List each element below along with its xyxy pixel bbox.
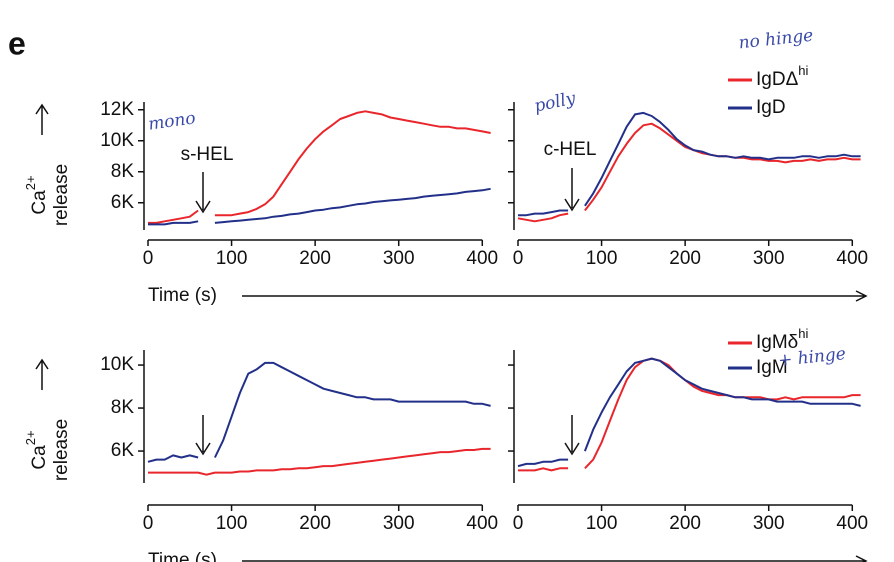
y-tick-label: 6K bbox=[111, 192, 135, 213]
y-axis-label-base: Ca bbox=[29, 190, 50, 215]
handwritten-note: no hinge bbox=[738, 26, 815, 54]
arrow bbox=[564, 168, 580, 212]
x-tick-label: 200 bbox=[299, 513, 331, 534]
legend-label-sup: hi bbox=[798, 63, 808, 78]
arrow bbox=[195, 172, 211, 214]
y-axis-label-line2: release bbox=[51, 164, 72, 226]
stimulus-label: c-HEL bbox=[544, 139, 597, 160]
x-axis-label: Time (s) bbox=[148, 550, 217, 562]
y-tick-label: 12K bbox=[100, 99, 134, 120]
y-axis-label-base: Ca bbox=[29, 445, 50, 470]
x-tick-label: 100 bbox=[216, 513, 248, 534]
x-tick-label: 100 bbox=[216, 248, 248, 269]
legend-label: IgD bbox=[756, 97, 786, 118]
data-line bbox=[148, 110, 491, 224]
y-tick-label: 6K bbox=[111, 440, 135, 461]
panel-label: e bbox=[8, 25, 26, 61]
x-axis-label: Time (s) bbox=[148, 285, 217, 306]
legend-label: IgM bbox=[756, 357, 788, 378]
y-arrow bbox=[35, 358, 49, 390]
y-axis-label-line2: release bbox=[51, 419, 72, 481]
handwritten-note: mono bbox=[147, 108, 197, 134]
x-tick-label: 300 bbox=[383, 248, 415, 269]
arrow bbox=[195, 415, 211, 456]
legend-label-text: IgMδ bbox=[756, 332, 798, 353]
x-tick-label: 200 bbox=[669, 248, 701, 269]
x-tick-label: 200 bbox=[299, 248, 331, 269]
x-tick-label: 0 bbox=[513, 513, 524, 534]
arrow bbox=[564, 415, 580, 456]
stimulus-label: s-HEL bbox=[181, 144, 234, 165]
y-axis-label: Ca2+ bbox=[23, 430, 50, 469]
x-tick-label: 400 bbox=[466, 248, 498, 269]
y-tick-label: 10K bbox=[100, 354, 134, 375]
legend-label-text: IgM bbox=[756, 357, 788, 378]
legend-label: IgDΔhi bbox=[756, 63, 808, 90]
x-tick-label: 0 bbox=[513, 248, 524, 269]
time-arrow bbox=[242, 290, 868, 302]
data-line bbox=[148, 447, 491, 476]
x-tick-label: 400 bbox=[836, 248, 868, 269]
x-tick-label: 0 bbox=[143, 513, 154, 534]
x-tick-label: 0 bbox=[143, 248, 154, 269]
legend-label-text: IgDΔ bbox=[756, 69, 799, 90]
time-arrow bbox=[242, 555, 868, 562]
stimulus-arrows bbox=[195, 168, 580, 456]
y-axis-label-sup: 2+ bbox=[23, 430, 38, 445]
data-line bbox=[147, 361, 491, 463]
x-tick-label: 100 bbox=[586, 248, 618, 269]
y-axis-label: Ca2+ bbox=[23, 175, 50, 214]
x-tick-label: 200 bbox=[669, 513, 701, 534]
data-line bbox=[518, 357, 861, 472]
handwritten-note: polly bbox=[532, 88, 577, 116]
x-tick-label: 400 bbox=[836, 513, 868, 534]
legend-label: IgMδhi bbox=[756, 326, 808, 353]
x-tick-label: 300 bbox=[753, 248, 785, 269]
data-line bbox=[517, 357, 861, 468]
x-tick-label: 300 bbox=[383, 513, 415, 534]
y-axis-label-sup: 2+ bbox=[23, 175, 38, 190]
x-tick-label: 400 bbox=[466, 513, 498, 534]
legend-label-text: IgD bbox=[756, 97, 786, 118]
data-line bbox=[148, 187, 491, 226]
x-tick-label: 300 bbox=[753, 513, 785, 534]
y-tick-label: 8K bbox=[111, 161, 135, 182]
x-tick-label: 100 bbox=[586, 513, 618, 534]
y-arrow bbox=[35, 103, 49, 135]
legend-label-sup: hi bbox=[798, 326, 808, 341]
y-tick-label: 10K bbox=[100, 130, 134, 151]
y-tick-label: 8K bbox=[111, 397, 135, 418]
data-line bbox=[518, 111, 861, 217]
